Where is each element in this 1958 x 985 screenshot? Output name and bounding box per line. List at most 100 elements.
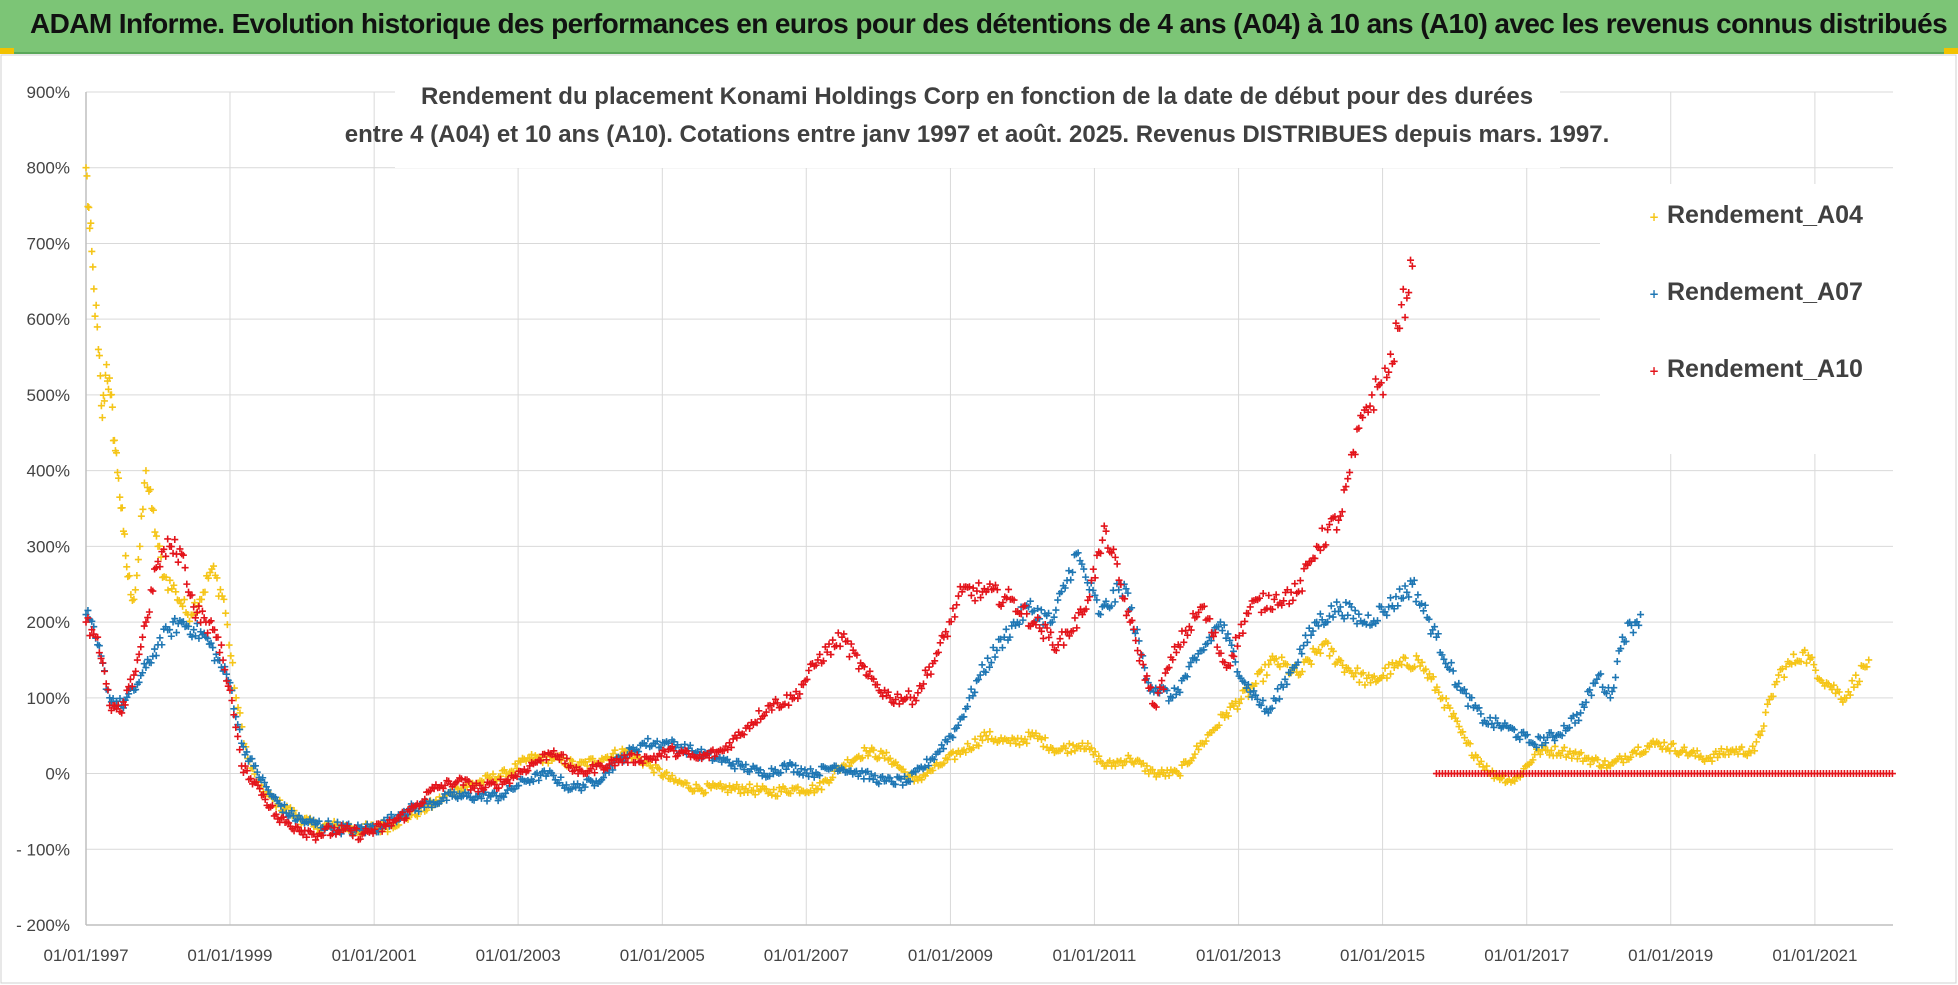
data-point	[1764, 700, 1771, 708]
data-point	[86, 632, 94, 640]
data-point	[1634, 743, 1642, 751]
y-axis-ticks: 900% 800% 700% 600% 500% 400% 300% 200% 100% 0% - …	[16, 83, 70, 935]
data-point	[1195, 745, 1203, 753]
data-point	[182, 609, 190, 617]
data-point	[156, 563, 164, 571]
data-point	[1084, 739, 1092, 747]
data-point	[1060, 641, 1068, 649]
data-point	[234, 704, 242, 712]
data-point	[465, 778, 473, 786]
data-point	[967, 591, 975, 599]
data-point	[726, 782, 734, 790]
data-point	[670, 738, 678, 746]
data-point	[1204, 639, 1211, 647]
data-point	[655, 765, 663, 773]
data-point	[1427, 630, 1435, 638]
data-point	[179, 618, 187, 626]
x-tick-label: 01/01/2021	[1772, 946, 1857, 965]
data-point	[1403, 294, 1411, 302]
data-point	[1300, 642, 1308, 650]
data-point	[222, 609, 230, 617]
data-point	[261, 778, 269, 786]
data-point	[170, 581, 178, 589]
data-point	[1318, 524, 1326, 532]
data-point	[95, 352, 103, 360]
data-point	[1340, 615, 1348, 623]
data-point	[589, 755, 597, 763]
data-point	[232, 694, 240, 702]
data-point	[1093, 596, 1101, 604]
data-point	[172, 629, 180, 637]
data-point	[504, 776, 512, 784]
data-point	[1032, 621, 1040, 629]
data-point	[1337, 657, 1345, 665]
data-point	[210, 562, 218, 570]
data-point	[421, 795, 429, 803]
data-point	[146, 485, 154, 493]
data-point	[764, 789, 772, 797]
y-tick-label: 800%	[27, 159, 70, 178]
data-point	[840, 630, 848, 638]
data-point	[1276, 663, 1284, 671]
data-point	[1139, 759, 1147, 767]
data-point	[609, 757, 617, 765]
data-point	[1309, 627, 1317, 635]
data-point	[697, 745, 705, 753]
data-point	[1294, 658, 1302, 666]
data-point	[810, 789, 818, 797]
data-point	[1134, 647, 1142, 655]
data-point	[830, 762, 838, 770]
data-point	[944, 756, 952, 764]
data-point	[1401, 582, 1409, 590]
data-point	[901, 772, 909, 780]
x-axis-ticks: 01/01/1997 01/01/1999 01/01/2001 01/01/2003…	[43, 946, 1857, 965]
data-point	[716, 780, 724, 788]
data-point	[1132, 637, 1140, 645]
data-point	[336, 828, 344, 836]
data-point	[1396, 585, 1404, 593]
data-point	[897, 775, 905, 783]
data-point	[1365, 671, 1373, 679]
data-point	[1359, 619, 1367, 627]
data-point	[1353, 664, 1361, 672]
data-point	[1124, 589, 1132, 597]
data-point	[867, 770, 875, 778]
data-point	[762, 708, 770, 716]
data-point	[171, 536, 179, 544]
data-point	[1043, 624, 1051, 632]
data-point	[487, 793, 495, 801]
data-point	[349, 832, 357, 840]
data-point	[1773, 678, 1781, 686]
data-point	[1547, 747, 1555, 755]
data-point	[441, 781, 449, 789]
data-point	[1355, 424, 1363, 432]
data-point	[899, 781, 907, 789]
data-point	[1056, 635, 1064, 643]
data-point	[467, 786, 475, 794]
data-point	[1275, 695, 1283, 703]
data-point	[768, 706, 776, 714]
data-point	[176, 617, 184, 625]
data-point	[149, 506, 157, 514]
data-point	[185, 622, 193, 630]
data-point	[1161, 669, 1169, 677]
data-point	[825, 640, 833, 648]
data-point	[844, 637, 852, 645]
x-tick-label: 01/01/2019	[1628, 946, 1713, 965]
data-point	[1193, 613, 1201, 621]
data-point	[224, 682, 232, 690]
data-point	[114, 468, 122, 476]
data-point	[781, 700, 789, 708]
data-point	[1172, 767, 1180, 775]
data-point	[577, 786, 585, 794]
data-point	[661, 748, 669, 756]
data-point	[772, 695, 780, 703]
data-point	[951, 613, 959, 621]
data-point	[1257, 608, 1265, 616]
data-point	[241, 762, 249, 770]
data-point	[1447, 659, 1455, 667]
data-point	[197, 618, 205, 626]
data-point	[931, 657, 939, 665]
data-point	[1347, 603, 1355, 611]
data-point	[823, 648, 831, 656]
